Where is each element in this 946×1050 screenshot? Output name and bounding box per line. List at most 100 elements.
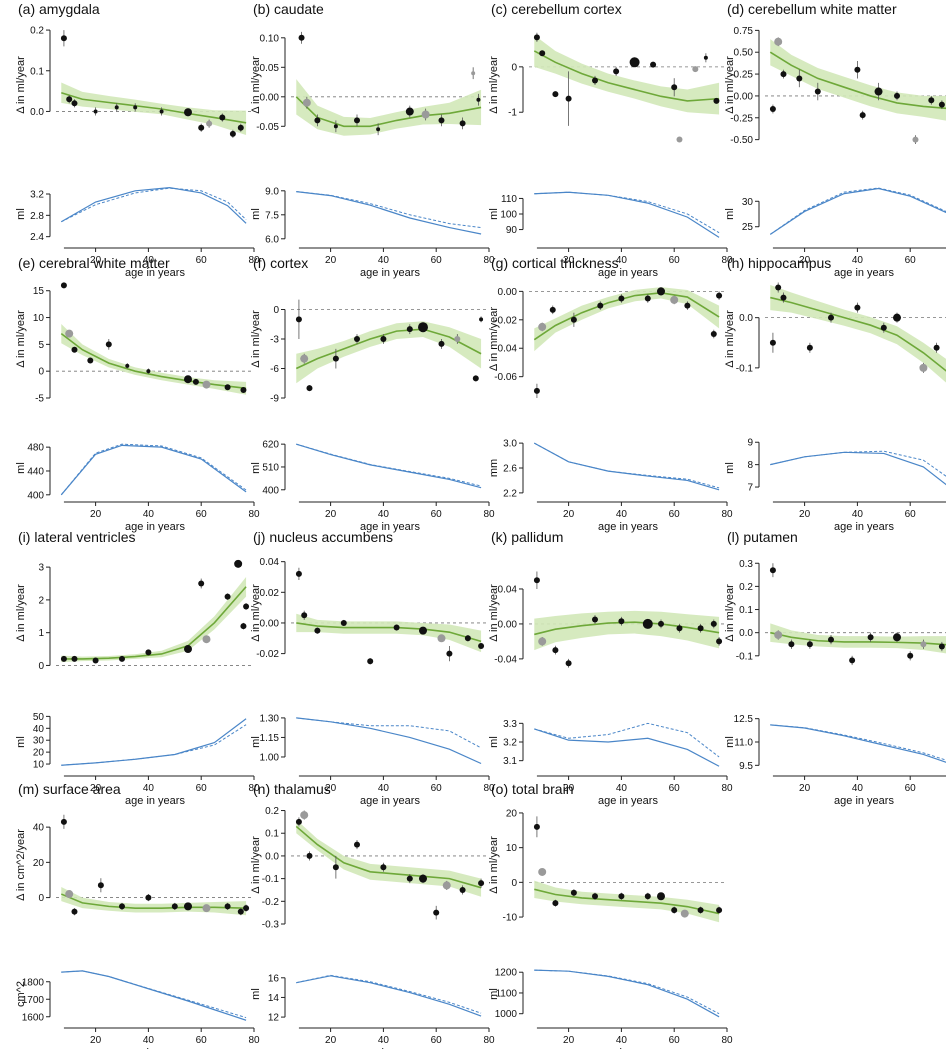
data-point — [380, 336, 387, 342]
y-tick-label: 1.30 — [260, 713, 280, 724]
y-tick-label: 3.2 — [30, 190, 44, 201]
data-point — [295, 316, 302, 323]
panel-title: (a) amygdala — [18, 1, 100, 17]
y-axis-label: Δ in ml/year — [724, 56, 736, 114]
confidence-band — [296, 819, 482, 897]
y-tick-label: -0.04 — [494, 654, 517, 665]
data-point — [597, 302, 604, 309]
x-tick-label: 60 — [431, 1035, 443, 1046]
fit-line — [295, 96, 482, 128]
rate-of-change-plot: 0.0 0.1 0.2 Δ in ml/year — [15, 26, 254, 138]
panel-c: (c) cerebellum cortex -1 0 Δ in ml/year 90 10… — [488, 1, 733, 279]
y-tick-label: 2 — [38, 595, 44, 606]
data-point — [405, 107, 414, 116]
panel-title: (m) surface area — [18, 781, 121, 797]
y-axis-label: ml — [15, 208, 27, 220]
x-tick-label: 40 — [616, 1035, 628, 1046]
x-tick-label: 60 — [196, 1035, 208, 1046]
cross-sectional-curve — [534, 191, 720, 234]
data-point — [478, 880, 485, 887]
data-point — [570, 889, 577, 896]
y-tick-label: 12.5 — [734, 714, 754, 725]
data-point — [237, 908, 244, 915]
data-point — [874, 87, 883, 96]
longitudinal-curve — [296, 717, 482, 765]
x-tick-label: 20 — [325, 509, 337, 520]
rate-of-change-plot: -5 0 5 10 15 Δ in ml/year — [15, 282, 254, 405]
y-tick-label: 110 — [501, 194, 517, 205]
y-axis-label: Δ in ml/year — [15, 310, 27, 368]
data-point — [938, 643, 945, 650]
y-axis-label: Δ in ml/year — [250, 310, 262, 368]
data-point — [538, 867, 547, 876]
y-axis-label: ml — [250, 462, 262, 474]
data-point — [105, 341, 112, 348]
data-point — [65, 890, 74, 899]
y-tick-label: 0 — [511, 878, 517, 889]
data-point — [60, 655, 67, 662]
y-tick-label: 7.5 — [265, 210, 279, 221]
data-point — [454, 336, 461, 342]
x-tick-label: 40 — [852, 783, 864, 794]
y-axis-label: ml — [15, 736, 27, 748]
cross-sectional-curve — [296, 443, 482, 487]
y-tick-label: 0.2 — [739, 582, 753, 593]
y-tick-label: 16 — [268, 973, 280, 984]
data-point — [880, 324, 887, 331]
y-tick-label: 0.2 — [30, 26, 44, 37]
x-tick-label: 60 — [669, 783, 681, 794]
data-point — [549, 306, 556, 313]
panel-a: (a) amygdala 0.0 0.1 0.2 Δ in ml/year 2.4 2.8 3… — [15, 1, 260, 279]
data-point — [433, 909, 440, 916]
data-point — [552, 647, 559, 654]
y-tick-label: 0.1 — [265, 829, 279, 840]
rate-of-change-plot: -0.02 0.00 0.02 0.04 Δ in ml/year — [250, 557, 489, 665]
confidence-band — [770, 39, 946, 121]
data-point — [446, 650, 453, 657]
x-tick-label: 80 — [483, 509, 495, 520]
x-tick-label: 80 — [721, 255, 733, 266]
data-point — [533, 387, 540, 394]
y-tick-label: 0.04 — [260, 557, 280, 568]
longitudinal-curve — [534, 969, 720, 1018]
data-point — [380, 864, 387, 871]
longitudinal-curve — [60, 444, 247, 496]
data-point — [60, 282, 67, 289]
data-point — [224, 903, 231, 910]
y-tick-label: -9 — [270, 394, 279, 405]
y-tick-label: 1700 — [22, 995, 45, 1006]
y-axis-label: Δ in ml/year — [488, 56, 500, 114]
data-point — [629, 57, 640, 68]
x-tick-label: 20 — [563, 509, 575, 520]
data-point — [703, 55, 708, 60]
y-tick-label: 0 — [38, 367, 44, 378]
data-point — [893, 313, 901, 322]
data-point — [716, 638, 723, 645]
data-point — [202, 635, 211, 644]
data-point — [314, 627, 321, 634]
x-tick-label: 60 — [905, 509, 917, 520]
y-tick-label: 0.00 — [260, 618, 280, 629]
y-tick-label: 0.00 — [260, 92, 280, 103]
data-point — [644, 893, 651, 900]
y-tick-label: 440 — [27, 466, 44, 477]
confidence-band — [296, 79, 482, 136]
data-point — [419, 626, 427, 635]
volume-plot: 25 30 ml 20 40 60 80 age in years — [724, 187, 946, 279]
data-point — [224, 593, 231, 600]
x-tick-label: 40 — [378, 509, 390, 520]
x-tick-label: 60 — [196, 509, 208, 520]
data-point — [780, 294, 787, 301]
data-point — [533, 823, 540, 830]
rate-of-change-plot: -1 0 Δ in ml/year — [488, 32, 727, 143]
panel-title: (d) cerebellum white matter — [727, 1, 897, 17]
x-tick-label: 80 — [721, 1035, 733, 1046]
x-tick-label: 60 — [431, 255, 443, 266]
y-axis-label: ml — [488, 988, 500, 1000]
data-point — [774, 630, 783, 639]
data-point — [796, 75, 803, 82]
data-point — [479, 317, 484, 322]
x-tick-label: 80 — [483, 1035, 495, 1046]
